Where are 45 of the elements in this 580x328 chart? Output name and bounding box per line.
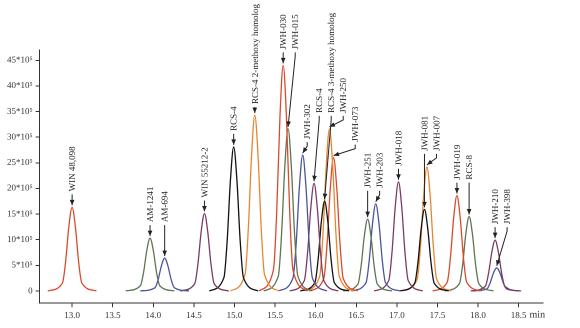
annotation: RCS-4 [228,106,239,131]
x-tick-label: 15.5 [267,310,284,320]
y-tick-label: 35*10⁵ [6,106,33,116]
y-tick-label: 30*10⁵ [6,131,33,142]
annotation: WIN 48,098 [67,146,78,192]
y-tick-label: 10*10⁵ [6,234,33,244]
y-tick-label: 0 [28,285,34,296]
y-tick-label: 20*10⁵ [6,182,33,193]
x-tick-label: 17.5 [430,310,446,320]
y-tick-label: 25*10⁵ [6,157,33,168]
annotation: JWH-251 [362,152,373,188]
annotation: AM-694 [160,190,170,222]
annotation: RCS-4 [314,88,324,113]
annotation: JWH-210 [490,188,500,224]
annotation: JWH-073 [350,106,360,142]
y-tick-label: 45*10⁵ [6,54,33,65]
x-tick-label: 14.5 [186,310,202,320]
x-tick-label: 18.5 [510,310,528,320]
annotation: JWH-398 [502,188,512,224]
annotation: JWH-018 [393,130,404,166]
annotation: JWH-007 [431,115,442,151]
x-tick-label: 16.0 [308,310,324,320]
annotation: RCS-4 2-methoxy homolog [250,4,260,104]
x-tick-label: 13.0 [64,310,80,320]
annotation: JWH-302 [302,104,312,140]
annotation: JWH-015 [290,14,300,50]
y-tick-label: 5*10⁵ [11,260,33,270]
annotation: AM-1241 [145,186,156,222]
y-tick-label: 40*10⁵ [6,80,33,90]
x-tick-label: 18.0 [470,310,486,320]
x-tick-label: 16.5 [348,310,365,320]
annotation: RCS-4 3-methoxy homolog [326,12,336,113]
x-axis-title: min [530,310,546,321]
x-tick-label: 15.0 [226,310,243,320]
annotation: RCS-8 [464,154,474,180]
annotation: JWH-030 [278,14,288,50]
x-tick-label: 13.5 [104,310,122,320]
x-tick-label: 17.0 [388,310,406,320]
annotation: WIN 55212-2 [199,147,210,198]
annotation: JWH-203 [374,152,385,188]
y-tick-label: 15*10⁵ [6,208,33,218]
x-tick-label: 14.0 [145,310,162,320]
annotation: JWH-019 [452,144,462,180]
annotation: JWH-081 [419,116,430,151]
annotation: JWH-250 [338,77,348,113]
